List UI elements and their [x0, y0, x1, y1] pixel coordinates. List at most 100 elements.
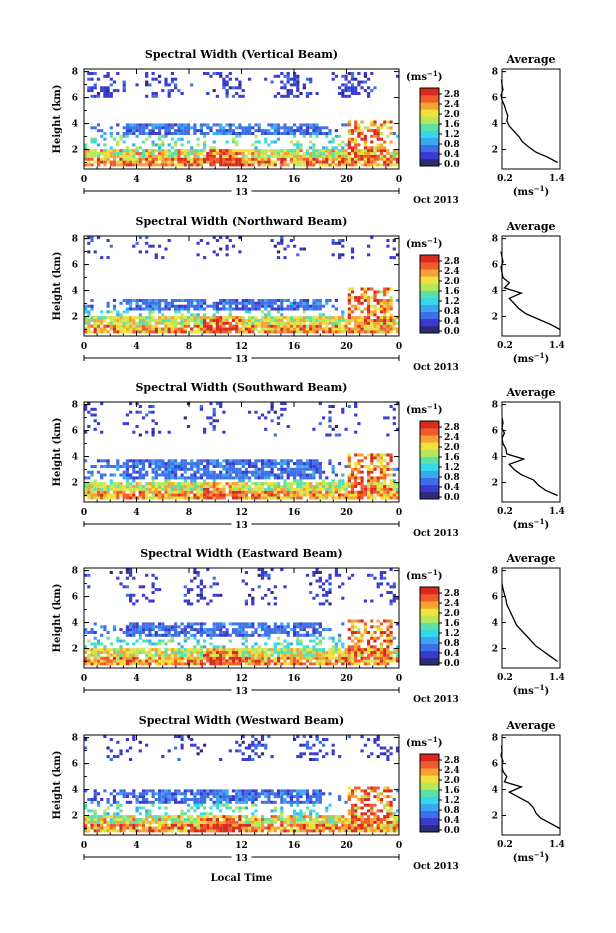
heatmap-cell	[354, 89, 357, 92]
heatmap-cell	[325, 660, 328, 663]
heatmap-cell	[370, 161, 373, 164]
heatmap-cell	[354, 625, 357, 628]
heatmap-cell	[361, 330, 364, 333]
heatmap-cell	[90, 126, 93, 129]
heatmap-cell	[229, 468, 232, 471]
heatmap-cell	[322, 496, 325, 499]
heatmap-cell	[258, 163, 261, 166]
heatmap-cell	[283, 654, 286, 657]
heatmap-cell	[373, 645, 376, 648]
heatmap-cell	[264, 471, 267, 474]
heatmap-cell	[213, 482, 216, 485]
heatmap-cell	[367, 149, 370, 152]
heatmap-cell	[245, 126, 248, 129]
colorbar-tick-label: 1.6	[444, 120, 460, 130]
heatmap-cell	[261, 305, 264, 308]
average-y-tick-label: 4	[492, 120, 498, 130]
unit-superscript: −1	[534, 683, 545, 692]
heatmap-cell	[322, 155, 325, 158]
heatmap-cell	[274, 132, 277, 135]
heatmap-cell	[177, 163, 180, 166]
heatmap-cell	[367, 488, 370, 491]
heatmap-cell	[370, 322, 373, 325]
heatmap-cell	[155, 494, 158, 497]
heatmap-cell	[348, 86, 351, 89]
heatmap-cell	[216, 459, 219, 462]
heatmap-cell	[145, 305, 148, 308]
heatmap-cell	[309, 485, 312, 488]
heatmap-cell	[87, 330, 90, 333]
heatmap-cell	[193, 149, 196, 152]
heatmap-cell	[213, 149, 216, 152]
heatmap-cell	[274, 302, 277, 305]
heatmap-cell	[161, 322, 164, 325]
heatmap-cell	[290, 471, 293, 474]
heatmap-cell	[386, 625, 389, 628]
heatmap-cell	[129, 628, 132, 631]
heatmap-cell	[181, 129, 184, 132]
unit-close: )	[438, 405, 443, 416]
heatmap-cell	[274, 597, 277, 600]
heatmap-cell	[380, 454, 383, 457]
heatmap-cell	[136, 161, 139, 164]
heatmap-cell	[283, 651, 286, 654]
heatmap-cell	[338, 485, 341, 488]
heatmap-cell	[100, 494, 103, 497]
heatmap-cell	[126, 479, 129, 482]
heatmap-cell	[152, 72, 155, 75]
heatmap-cell	[393, 422, 396, 425]
heatmap-cell	[248, 648, 251, 651]
heatmap-cell	[264, 625, 267, 628]
heatmap-cell	[229, 132, 232, 135]
heatmap-cell	[341, 319, 344, 322]
heatmap-cell	[277, 416, 280, 419]
heatmap-cell	[206, 158, 209, 161]
heatmap-cell	[357, 152, 360, 155]
heatmap-cell	[190, 491, 193, 494]
heatmap-cell	[132, 431, 135, 434]
heatmap-cell	[364, 293, 367, 296]
heatmap-cell	[293, 299, 296, 302]
heatmap-cell	[251, 482, 254, 485]
heatmap-cell	[306, 622, 309, 625]
heatmap-cell	[271, 631, 274, 634]
heatmap-cell	[126, 163, 129, 166]
heatmap-cell	[380, 660, 383, 663]
heatmap-cell	[354, 138, 357, 141]
heatmap-cell	[242, 89, 245, 92]
heatmap-cell	[200, 628, 203, 631]
heatmap-cell	[354, 308, 357, 311]
heatmap-cell	[148, 488, 151, 491]
heatmap-cell	[161, 256, 164, 259]
heatmap-cell	[361, 152, 364, 155]
heatmap-cell	[181, 660, 184, 663]
heatmap-cell	[299, 476, 302, 479]
average-y-tick-label: 6	[492, 94, 498, 104]
heatmap-cell	[332, 253, 335, 256]
heatmap-cell	[200, 468, 203, 471]
heatmap-cell	[383, 302, 386, 305]
heatmap-cell	[94, 494, 97, 497]
heatmap-cell	[283, 585, 286, 588]
heatmap-cell	[322, 651, 325, 654]
heatmap-cell	[287, 163, 290, 166]
heatmap-cell	[248, 319, 251, 322]
heatmap-cell	[200, 491, 203, 494]
heatmap-cell	[322, 305, 325, 308]
heatmap-cell	[222, 657, 225, 660]
colorbar-swatch	[420, 428, 439, 435]
heatmap-cell	[274, 434, 277, 437]
heatmap-cell	[161, 299, 164, 302]
heatmap-cell	[168, 92, 171, 95]
heatmap-cell	[380, 645, 383, 648]
heatmap-cell	[187, 149, 190, 152]
heatmap-cell	[271, 319, 274, 322]
heatmap-cell	[126, 152, 129, 155]
heatmap-cell	[251, 325, 254, 328]
heatmap-cell	[136, 146, 139, 149]
heatmap-cell	[232, 141, 235, 144]
heatmap-cell	[251, 316, 254, 319]
heatmap-cell	[200, 662, 203, 665]
heatmap-cell	[168, 83, 171, 86]
